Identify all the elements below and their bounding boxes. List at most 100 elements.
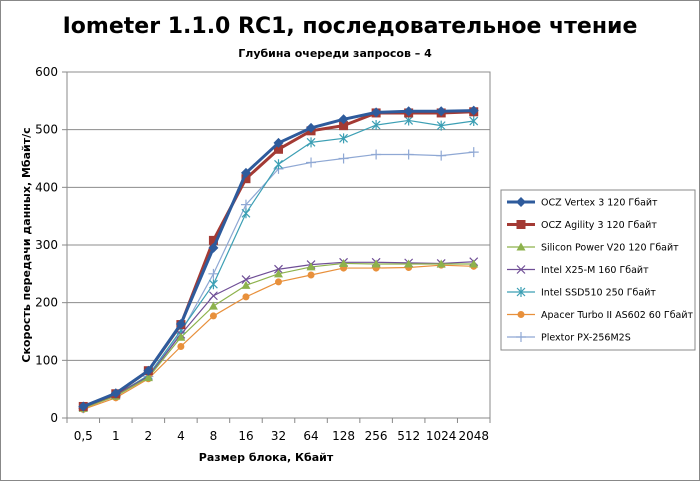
data-point (338, 153, 349, 164)
data-point (371, 107, 382, 118)
y-axis-title: Скорость передачи данных, Мбайт/с (20, 127, 33, 362)
data-point (274, 269, 283, 278)
x-tick-label: 4 (177, 429, 185, 443)
chart-title: Iometer 1.1.0 RC1, последовательное чтен… (63, 14, 638, 39)
data-point (436, 106, 447, 117)
data-point (240, 167, 251, 178)
legend-items: OCZ Vertex 3 120 Гбайт OCZ Agility 3 120 … (507, 197, 694, 344)
data-point (240, 199, 251, 210)
legend-marker (516, 265, 526, 274)
data-point (306, 157, 317, 168)
data-point (241, 280, 251, 289)
legend-marker (516, 197, 526, 207)
x-tick-label: 256 (365, 429, 388, 443)
x-tick-label: 1 (112, 429, 120, 443)
series-3 (78, 258, 479, 412)
data-point (371, 120, 381, 131)
data-point (176, 332, 186, 341)
data-point (273, 137, 284, 148)
data-point (339, 258, 349, 267)
data-point (275, 278, 282, 286)
data-point (469, 116, 479, 127)
data-point (469, 259, 479, 268)
x-tick-label: 16 (238, 429, 253, 443)
data-point (241, 174, 251, 184)
data-point (436, 120, 446, 131)
legend-item: Silicon Power V20 120 Гбайт (507, 242, 679, 254)
data-point (208, 268, 219, 279)
data-point (338, 114, 349, 125)
y-axis: 0 100 200 300 400 500 600 (35, 65, 67, 425)
data-point (306, 137, 316, 148)
data-point (468, 105, 479, 116)
series-group (78, 105, 479, 414)
data-point (110, 388, 121, 399)
legend-item: OCZ Agility 3 120 Гбайт (507, 220, 657, 231)
legend-item: Apacer Turbo II AS602 60 Гбайт (507, 310, 694, 321)
data-point (403, 149, 414, 160)
x-axis: 0,5 1 2 4 8 16 32 64 128 256 512 1024 2048 (66, 418, 491, 443)
legend-label: Apacer Turbo II AS602 60 Гбайт (541, 310, 694, 321)
legend-marker (516, 287, 526, 297)
legend-item: Plextor PX-256M2S (507, 332, 631, 344)
data-point (208, 279, 218, 290)
legend-label: Intel SSD510 250 Гбайт (541, 288, 656, 299)
data-point (403, 106, 414, 117)
legend-item: Intel X25-M 160 Гбайт (507, 265, 649, 276)
y-tick-label: 200 (35, 296, 58, 310)
y-tick-label: 500 (35, 123, 58, 137)
data-point (242, 293, 250, 301)
data-point (143, 365, 154, 376)
data-point (307, 271, 315, 279)
data-point (306, 262, 316, 271)
legend-marker (517, 311, 525, 318)
x-tick-label: 2 (145, 429, 153, 443)
legend-marker (516, 332, 526, 342)
data-point (274, 159, 283, 170)
y-tick-label: 100 (35, 353, 58, 367)
x-tick-label: 512 (397, 429, 420, 443)
data-point (339, 121, 349, 131)
x-axis-title: Размер блока, Кбайт (199, 451, 334, 464)
y-tick-label: 0 (50, 411, 58, 425)
data-point (274, 264, 283, 274)
data-point (208, 301, 218, 310)
data-point (143, 373, 153, 382)
data-point (177, 342, 185, 350)
legend-item: OCZ Vertex 3 120 Гбайт (507, 197, 658, 209)
legend-marker (516, 220, 526, 229)
data-point (208, 235, 218, 245)
data-point (78, 401, 89, 412)
data-point (371, 149, 382, 160)
legend-label: OCZ Agility 3 120 Гбайт (541, 220, 657, 231)
data-point (209, 312, 217, 320)
data-point (371, 259, 381, 268)
x-tick-label: 32 (271, 429, 286, 443)
data-point (274, 144, 283, 154)
data-point (208, 291, 218, 301)
data-point (436, 259, 446, 268)
x-tick-label: 128 (332, 429, 355, 443)
legend-item: Intel SSD510 250 Гбайт (507, 287, 656, 299)
data-point (208, 242, 219, 253)
data-point (404, 259, 414, 268)
x-tick-label: 0,5 (74, 429, 93, 443)
data-point (339, 133, 349, 144)
y-tick-label: 400 (35, 180, 58, 194)
data-point (468, 147, 479, 158)
data-point (241, 275, 251, 285)
data-point (436, 150, 447, 161)
x-tick-label: 64 (303, 429, 318, 443)
x-tick-label: 2048 (458, 429, 489, 443)
series-1 (78, 105, 479, 412)
x-tick-label: 8 (210, 429, 218, 443)
data-point (241, 208, 251, 219)
data-point (175, 319, 186, 330)
legend-label: Intel X25-M 160 Гбайт (541, 265, 649, 276)
legend-label: Silicon Power V20 120 Гбайт (541, 243, 679, 254)
legend-label: OCZ Vertex 3 120 Гбайт (541, 198, 658, 209)
gridlines (67, 71, 490, 361)
legend-label: Plextor PX-256M2S (541, 333, 631, 344)
